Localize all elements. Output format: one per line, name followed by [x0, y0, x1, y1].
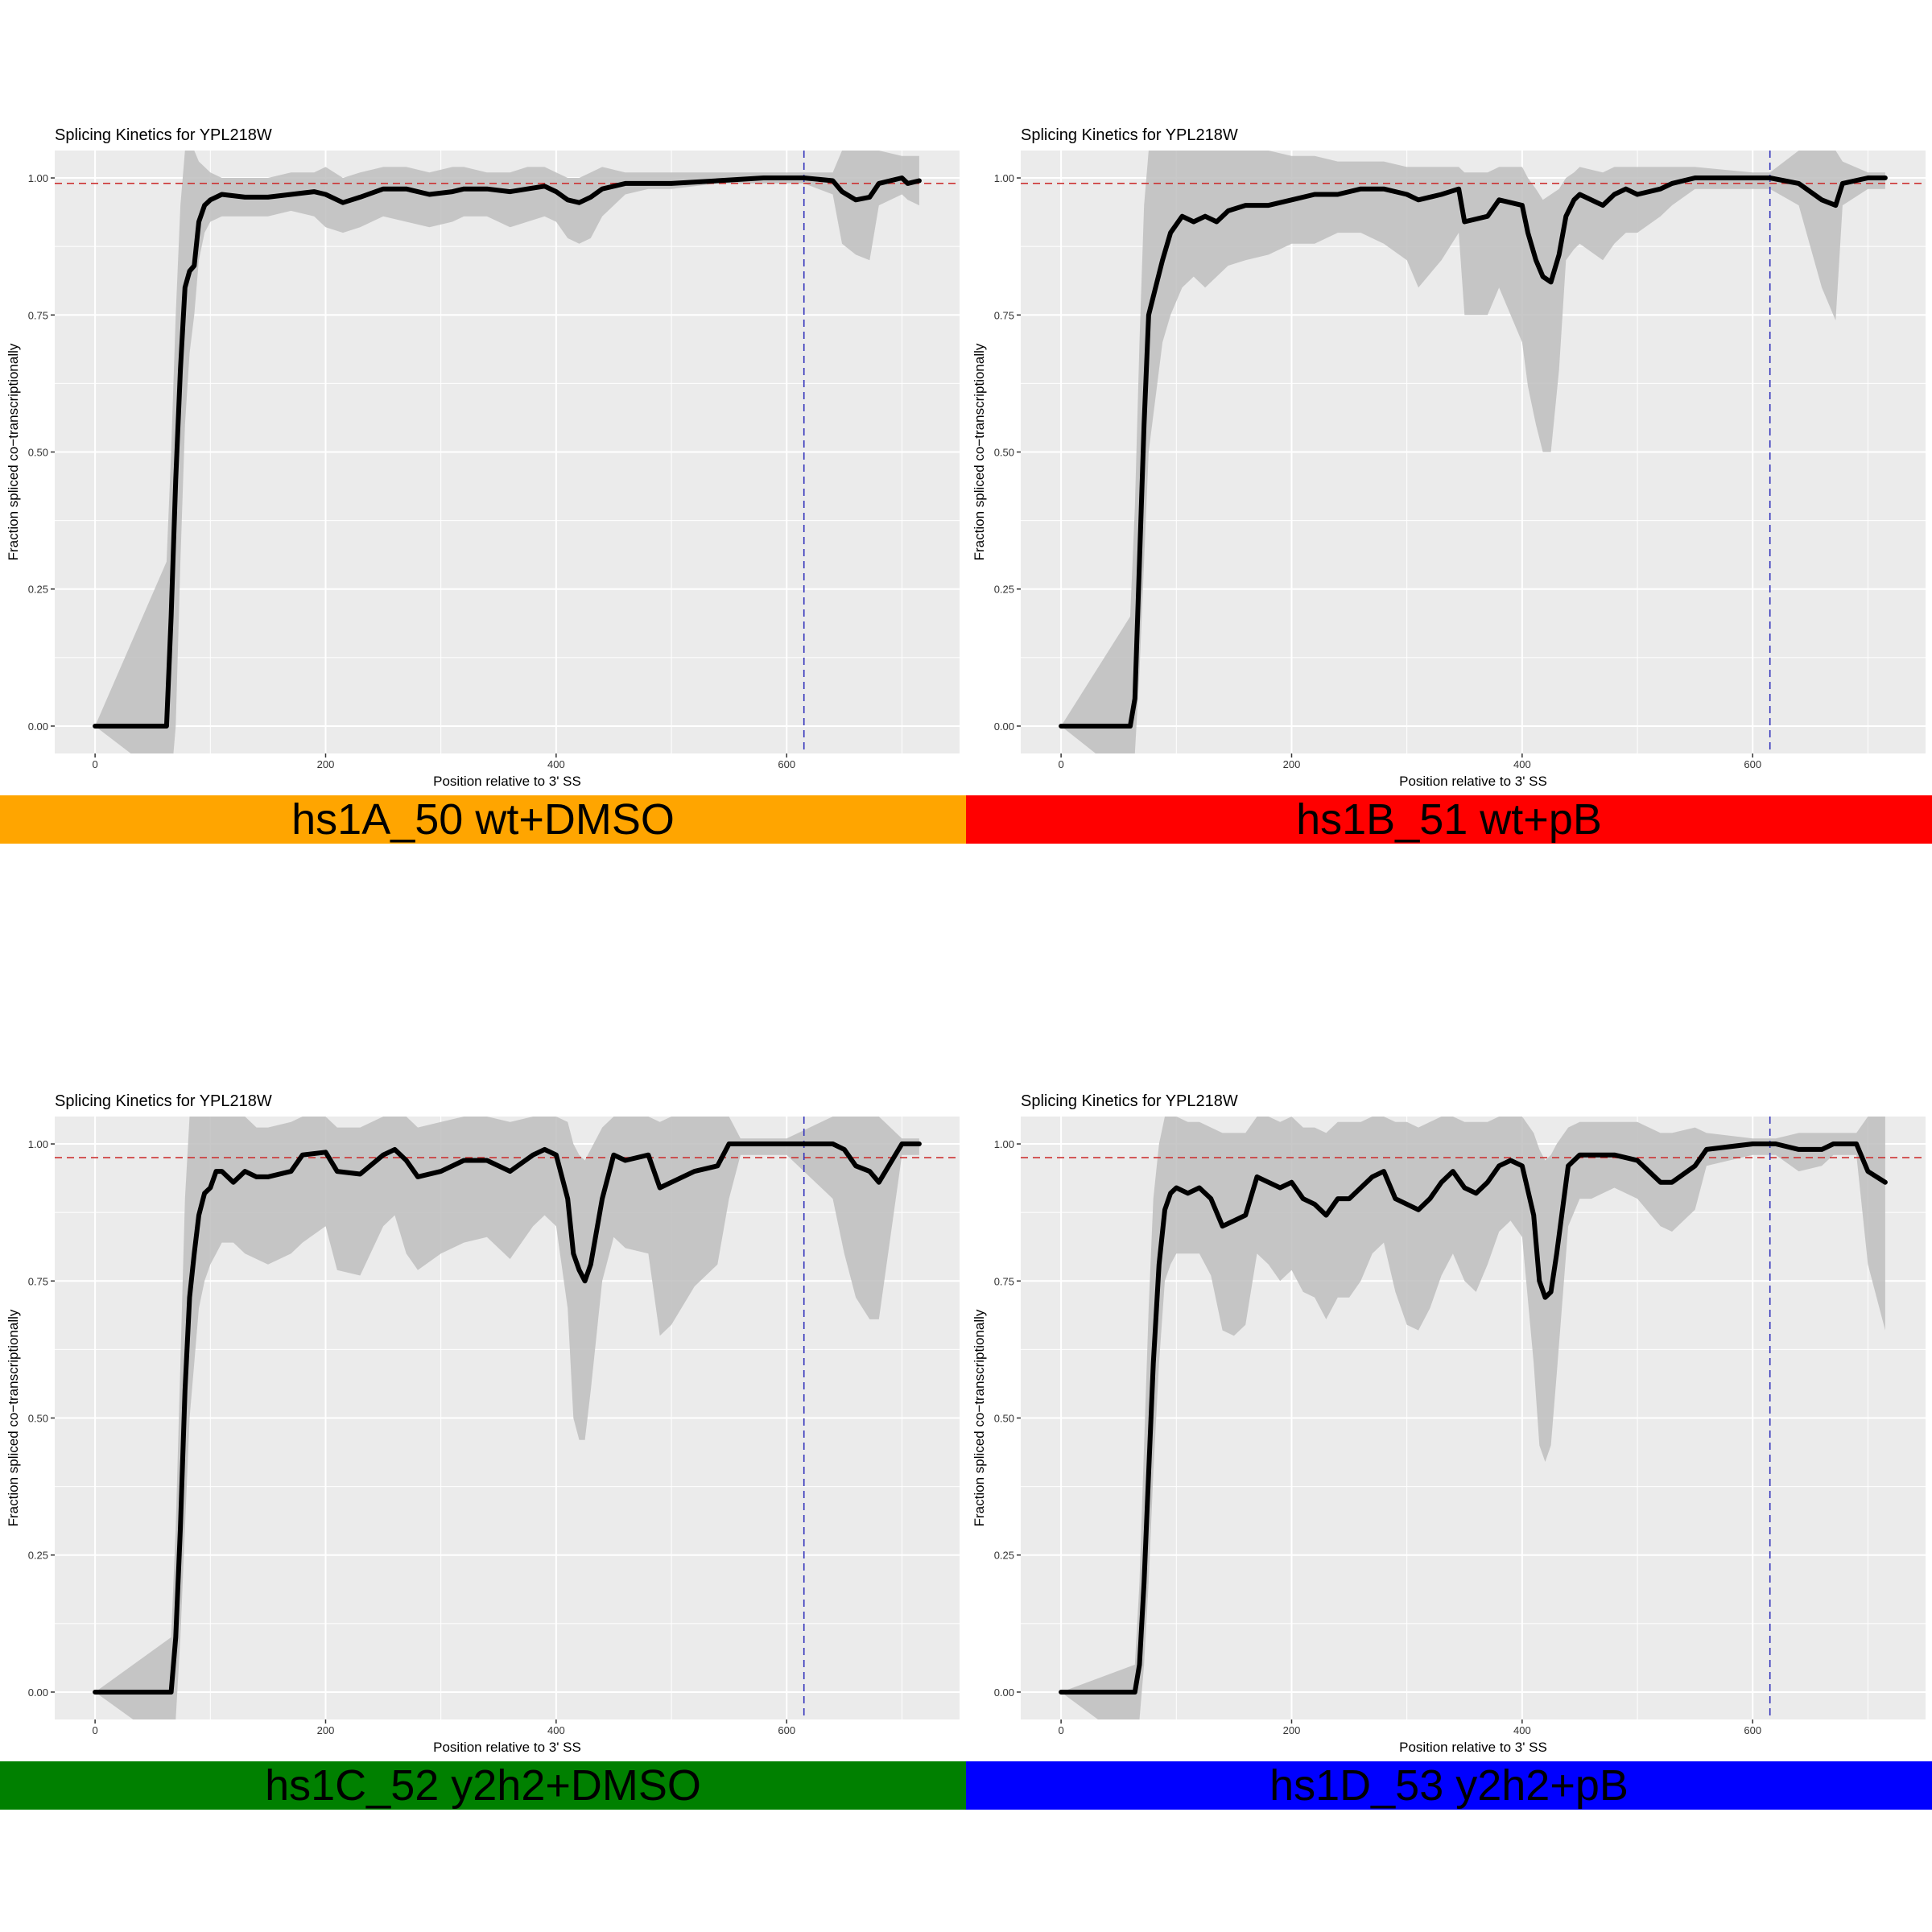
y-tick-label: 0.50	[994, 447, 1014, 459]
x-tick-label: 0	[92, 758, 97, 770]
chart-title: Splicing Kinetics for YPL218W	[1021, 1092, 1238, 1110]
confidence-ribbon	[1061, 151, 1885, 753]
chart-hs1a: 0.00 0.25 0.50 0.75 1.00 0 200 400 600 Splicing K…	[6, 126, 960, 789]
x-axis-label: Position relative to 3' SS	[433, 1740, 581, 1755]
sample-banner-hs1b: hs1B_51 wt+pB	[966, 795, 1932, 844]
x-tick-label: 600	[778, 1724, 795, 1736]
x-tick-label: 600	[1744, 1724, 1761, 1736]
y-tick-label: 0.25	[28, 584, 48, 596]
y-axis-label: Fraction spliced co−transcriptionally	[972, 1309, 987, 1526]
x-axis-label: Position relative to 3' SS	[1399, 774, 1547, 789]
series-line	[93, 1141, 922, 1695]
chart-hs1d: 0.00 0.25 0.50 0.75 1.00 0 200 400 600 Splicing K…	[972, 1092, 1926, 1755]
x-tick-label: 0	[1058, 758, 1063, 770]
y-tick-label: 0.75	[994, 309, 1014, 321]
x-tick-label: 0	[1058, 1724, 1063, 1736]
y-tick-label: 0.75	[994, 1275, 1014, 1287]
y-tick-label: 0.25	[994, 584, 1014, 596]
x-tick-label: 600	[1744, 758, 1761, 770]
x-tick-label: 200	[317, 758, 335, 770]
y-axis-label: Fraction spliced co−transcriptionally	[972, 343, 987, 560]
series-line	[1059, 1141, 1888, 1695]
y-tick-label: 0.50	[994, 1413, 1014, 1425]
x-tick-label: 0	[92, 1724, 97, 1736]
grid-major	[55, 151, 960, 753]
y-tick-label: 0.00	[994, 1686, 1014, 1699]
panel-hs1a: 0.00 0.25 0.50 0.75 1.00 0 200 400 600 Splicing K…	[0, 0, 966, 845]
x-axis-label: Position relative to 3' SS	[433, 774, 581, 789]
chart-title: Splicing Kinetics for YPL218W	[55, 1092, 272, 1110]
chart-title: Splicing Kinetics for YPL218W	[55, 126, 272, 144]
x-tick-label: 200	[1283, 1724, 1301, 1736]
sample-banner-hs1a: hs1A_50 wt+DMSO	[0, 795, 966, 844]
x-axis-label: Position relative to 3' SS	[1399, 1740, 1547, 1755]
y-tick-label: 0.00	[994, 720, 1014, 733]
panel-hs1b: 0.00 0.25 0.50 0.75 1.00 0 200 400 600 Splicing K…	[966, 0, 1932, 845]
chart-hs1c: 0.00 0.25 0.50 0.75 1.00 0 200 400 600 Splicing K…	[6, 1092, 960, 1755]
chart-hs1b: 0.00 0.25 0.50 0.75 1.00 0 200 400 600 Splicing K…	[972, 126, 1926, 789]
y-tick-label: 0.00	[28, 720, 48, 733]
x-tick-label: 200	[1283, 758, 1301, 770]
y-axis-label: Fraction spliced co−transcriptionally	[6, 343, 21, 560]
confidence-ribbon	[95, 151, 919, 753]
sample-label: hs1D_53 y2h2+pB	[1269, 1761, 1629, 1810]
x-tick-label: 600	[778, 758, 795, 770]
confidence-ribbon	[95, 1117, 919, 1719]
x-tick-label: 400	[1513, 1724, 1531, 1736]
panel-hs1d: 0.00 0.25 0.50 0.75 1.00 0 200 400 600 Splicing K…	[966, 966, 1932, 1811]
x-tick-label: 400	[547, 1724, 565, 1736]
series-line	[93, 175, 922, 729]
x-tick-label: 200	[317, 1724, 335, 1736]
x-tick-label: 400	[1513, 758, 1531, 770]
y-axis-label: Fraction spliced co−transcriptionally	[6, 1309, 21, 1526]
y-tick-label: 1.00	[28, 1138, 48, 1150]
series-line	[1059, 175, 1888, 729]
sample-label: hs1C_52 y2h2+DMSO	[265, 1761, 701, 1810]
x-tick-label: 400	[547, 758, 565, 770]
y-tick-label: 1.00	[28, 172, 48, 184]
sample-banner-hs1c: hs1C_52 y2h2+DMSO	[0, 1761, 966, 1810]
y-tick-label: 0.75	[28, 309, 48, 321]
y-tick-label: 0.75	[28, 1275, 48, 1287]
sample-banner-hs1d: hs1D_53 y2h2+pB	[966, 1761, 1932, 1810]
panel-hs1c: 0.00 0.25 0.50 0.75 1.00 0 200 400 600 Splicing K…	[0, 966, 966, 1811]
y-tick-label: 1.00	[994, 1138, 1014, 1150]
y-tick-label: 0.50	[28, 447, 48, 459]
y-tick-label: 0.50	[28, 1413, 48, 1425]
y-tick-label: 1.00	[994, 172, 1014, 184]
sample-label: hs1B_51 wt+pB	[1296, 795, 1602, 844]
sample-label: hs1A_50 wt+DMSO	[291, 795, 675, 844]
y-tick-label: 0.00	[28, 1686, 48, 1699]
y-tick-label: 0.25	[28, 1550, 48, 1562]
chart-title: Splicing Kinetics for YPL218W	[1021, 126, 1238, 144]
confidence-ribbon	[1061, 1117, 1885, 1719]
y-tick-label: 0.25	[994, 1550, 1014, 1562]
